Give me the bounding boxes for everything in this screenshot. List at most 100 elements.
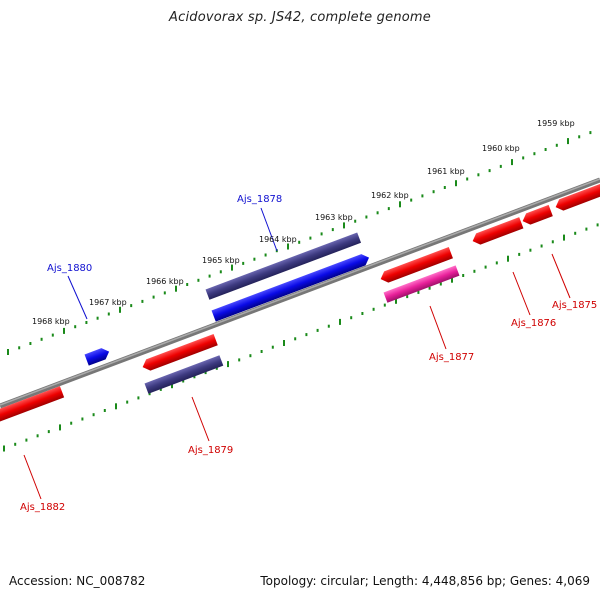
minor-tick bbox=[533, 152, 536, 156]
minor-tick bbox=[589, 131, 592, 135]
minor-tick bbox=[421, 194, 424, 198]
genome-backbone-highlight bbox=[0, 178, 600, 406]
minor-tick bbox=[18, 346, 21, 350]
minor-tick bbox=[103, 409, 106, 412]
minor-tick bbox=[331, 228, 334, 232]
genome-backbone bbox=[0, 177, 600, 409]
gene-callouts bbox=[23, 207, 571, 500]
minor-tick bbox=[260, 350, 263, 353]
kbp-label: 1964 kbp bbox=[259, 235, 297, 244]
minor-tick bbox=[387, 207, 390, 211]
gene-ajs1876b[interactable] bbox=[521, 204, 553, 227]
minor-tick bbox=[92, 413, 95, 417]
major-tick bbox=[455, 180, 457, 187]
minor-tick bbox=[327, 324, 330, 328]
minor-tick bbox=[417, 290, 420, 294]
gene-feature-ajs1879[interactable] bbox=[144, 355, 224, 394]
minor-tick bbox=[555, 143, 558, 147]
minor-tick bbox=[36, 434, 39, 438]
major-tick bbox=[399, 201, 401, 208]
accession-label: Accession: NC_008782 bbox=[9, 574, 146, 588]
major-tick bbox=[287, 243, 289, 250]
major-tick bbox=[395, 297, 397, 304]
gene-ajs1877[interactable] bbox=[379, 247, 453, 285]
minor-tick bbox=[40, 337, 43, 341]
minor-tick bbox=[309, 236, 312, 240]
minor-tick bbox=[354, 219, 357, 223]
minor-tick bbox=[432, 190, 435, 194]
minor-tick bbox=[126, 400, 129, 404]
minor-tick bbox=[522, 156, 525, 160]
minor-tick bbox=[484, 265, 487, 269]
minor-tick bbox=[141, 299, 144, 303]
gene-label-ajs1879: Ajs_1879 bbox=[188, 445, 233, 456]
major-tick bbox=[115, 403, 117, 410]
minor-tick bbox=[439, 282, 442, 286]
minor-tick bbox=[51, 333, 54, 337]
minor-tick bbox=[518, 252, 521, 256]
minor-tick bbox=[130, 304, 133, 308]
minor-tick bbox=[383, 303, 386, 307]
minor-tick bbox=[544, 148, 547, 151]
minor-tick bbox=[372, 307, 375, 311]
minor-tick bbox=[305, 333, 308, 337]
kbp-label: 1959 kbp bbox=[537, 119, 575, 128]
gene-ajs1882[interactable] bbox=[0, 386, 65, 423]
minor-tick bbox=[443, 186, 446, 189]
kbp-label: 1966 kbp bbox=[146, 277, 184, 286]
minor-tick bbox=[96, 316, 99, 320]
gene-label-ajs1880: Ajs_1880 bbox=[47, 263, 92, 274]
outer-tick-track bbox=[7, 131, 592, 355]
minor-tick bbox=[215, 366, 218, 370]
minor-tick bbox=[29, 342, 32, 345]
major-tick bbox=[507, 255, 509, 262]
gene-ajs1876[interactable] bbox=[471, 217, 524, 247]
major-tick bbox=[283, 340, 285, 346]
minor-tick bbox=[81, 417, 84, 421]
minor-tick bbox=[249, 354, 252, 358]
minor-tick bbox=[596, 223, 599, 227]
major-tick bbox=[175, 285, 177, 292]
gene-ajs1875[interactable] bbox=[554, 183, 600, 213]
major-tick bbox=[59, 424, 61, 431]
major-tick bbox=[63, 327, 65, 334]
gene-feature-ajs1878[interactable] bbox=[205, 232, 362, 300]
minor-tick bbox=[410, 198, 413, 202]
minor-tick bbox=[473, 269, 476, 273]
minor-tick bbox=[320, 232, 323, 236]
major-tick bbox=[563, 234, 565, 241]
gene-label-ajs1882: Ajs_1882 bbox=[20, 502, 65, 513]
major-tick bbox=[231, 264, 233, 271]
gene-feature-ajs1877[interactable] bbox=[383, 265, 460, 303]
minor-tick bbox=[264, 253, 267, 257]
major-tick bbox=[3, 445, 5, 452]
genome-title: Acidovorax sp. JS42, complete genome bbox=[169, 10, 431, 25]
minor-tick bbox=[529, 248, 532, 252]
minor-tick bbox=[25, 438, 28, 442]
kbp-label: 1961 kbp bbox=[427, 167, 465, 176]
minor-tick bbox=[488, 169, 491, 173]
minor-tick bbox=[74, 325, 77, 329]
minor-tick bbox=[376, 211, 379, 215]
gene-label-ajs1876: Ajs_1876 bbox=[511, 318, 556, 329]
genome-summary: Topology: circular; Length: 4,448,856 bp… bbox=[260, 574, 590, 588]
gene-ajs1879[interactable] bbox=[141, 334, 218, 373]
kbp-label: 1968 kbp bbox=[32, 317, 70, 326]
kbp-label: 1962 kbp bbox=[371, 191, 409, 200]
minor-tick bbox=[219, 270, 222, 274]
inner-tick-track bbox=[3, 223, 599, 452]
minor-tick bbox=[208, 274, 211, 278]
minor-tick bbox=[499, 164, 502, 168]
major-tick bbox=[171, 382, 173, 389]
major-tick bbox=[343, 222, 345, 229]
minor-tick bbox=[551, 240, 554, 244]
kbp-label: 1965 kbp bbox=[202, 256, 240, 265]
minor-tick bbox=[578, 135, 581, 139]
minor-tick bbox=[294, 337, 297, 341]
major-tick bbox=[511, 159, 513, 166]
kbp-label: 1967 kbp bbox=[89, 298, 127, 307]
minor-tick bbox=[193, 375, 196, 379]
gene-ajs1880[interactable] bbox=[84, 346, 112, 366]
gene-ajs1878[interactable] bbox=[211, 252, 372, 322]
